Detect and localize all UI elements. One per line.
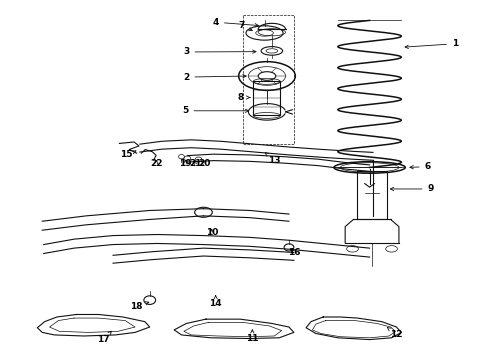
Text: 19: 19	[179, 159, 192, 168]
Text: 3: 3	[183, 48, 256, 57]
Text: 5: 5	[182, 106, 248, 115]
Text: 22: 22	[150, 159, 162, 168]
Text: 1: 1	[405, 39, 458, 49]
Text: 9: 9	[391, 184, 434, 193]
Text: 18: 18	[130, 302, 149, 311]
Text: 21: 21	[189, 159, 201, 168]
Text: 16: 16	[288, 248, 300, 257]
Text: 15: 15	[121, 150, 136, 159]
Text: 10: 10	[206, 228, 218, 237]
Text: 13: 13	[265, 153, 281, 165]
Text: 7: 7	[238, 21, 252, 31]
Text: 20: 20	[199, 159, 211, 168]
Text: 6: 6	[410, 162, 431, 171]
Text: 12: 12	[387, 328, 403, 339]
Text: 8: 8	[238, 93, 250, 102]
Text: 14: 14	[209, 296, 222, 308]
Text: 2: 2	[183, 73, 246, 82]
Text: 11: 11	[246, 330, 259, 343]
Text: 4: 4	[213, 18, 258, 27]
Text: 17: 17	[97, 331, 111, 344]
